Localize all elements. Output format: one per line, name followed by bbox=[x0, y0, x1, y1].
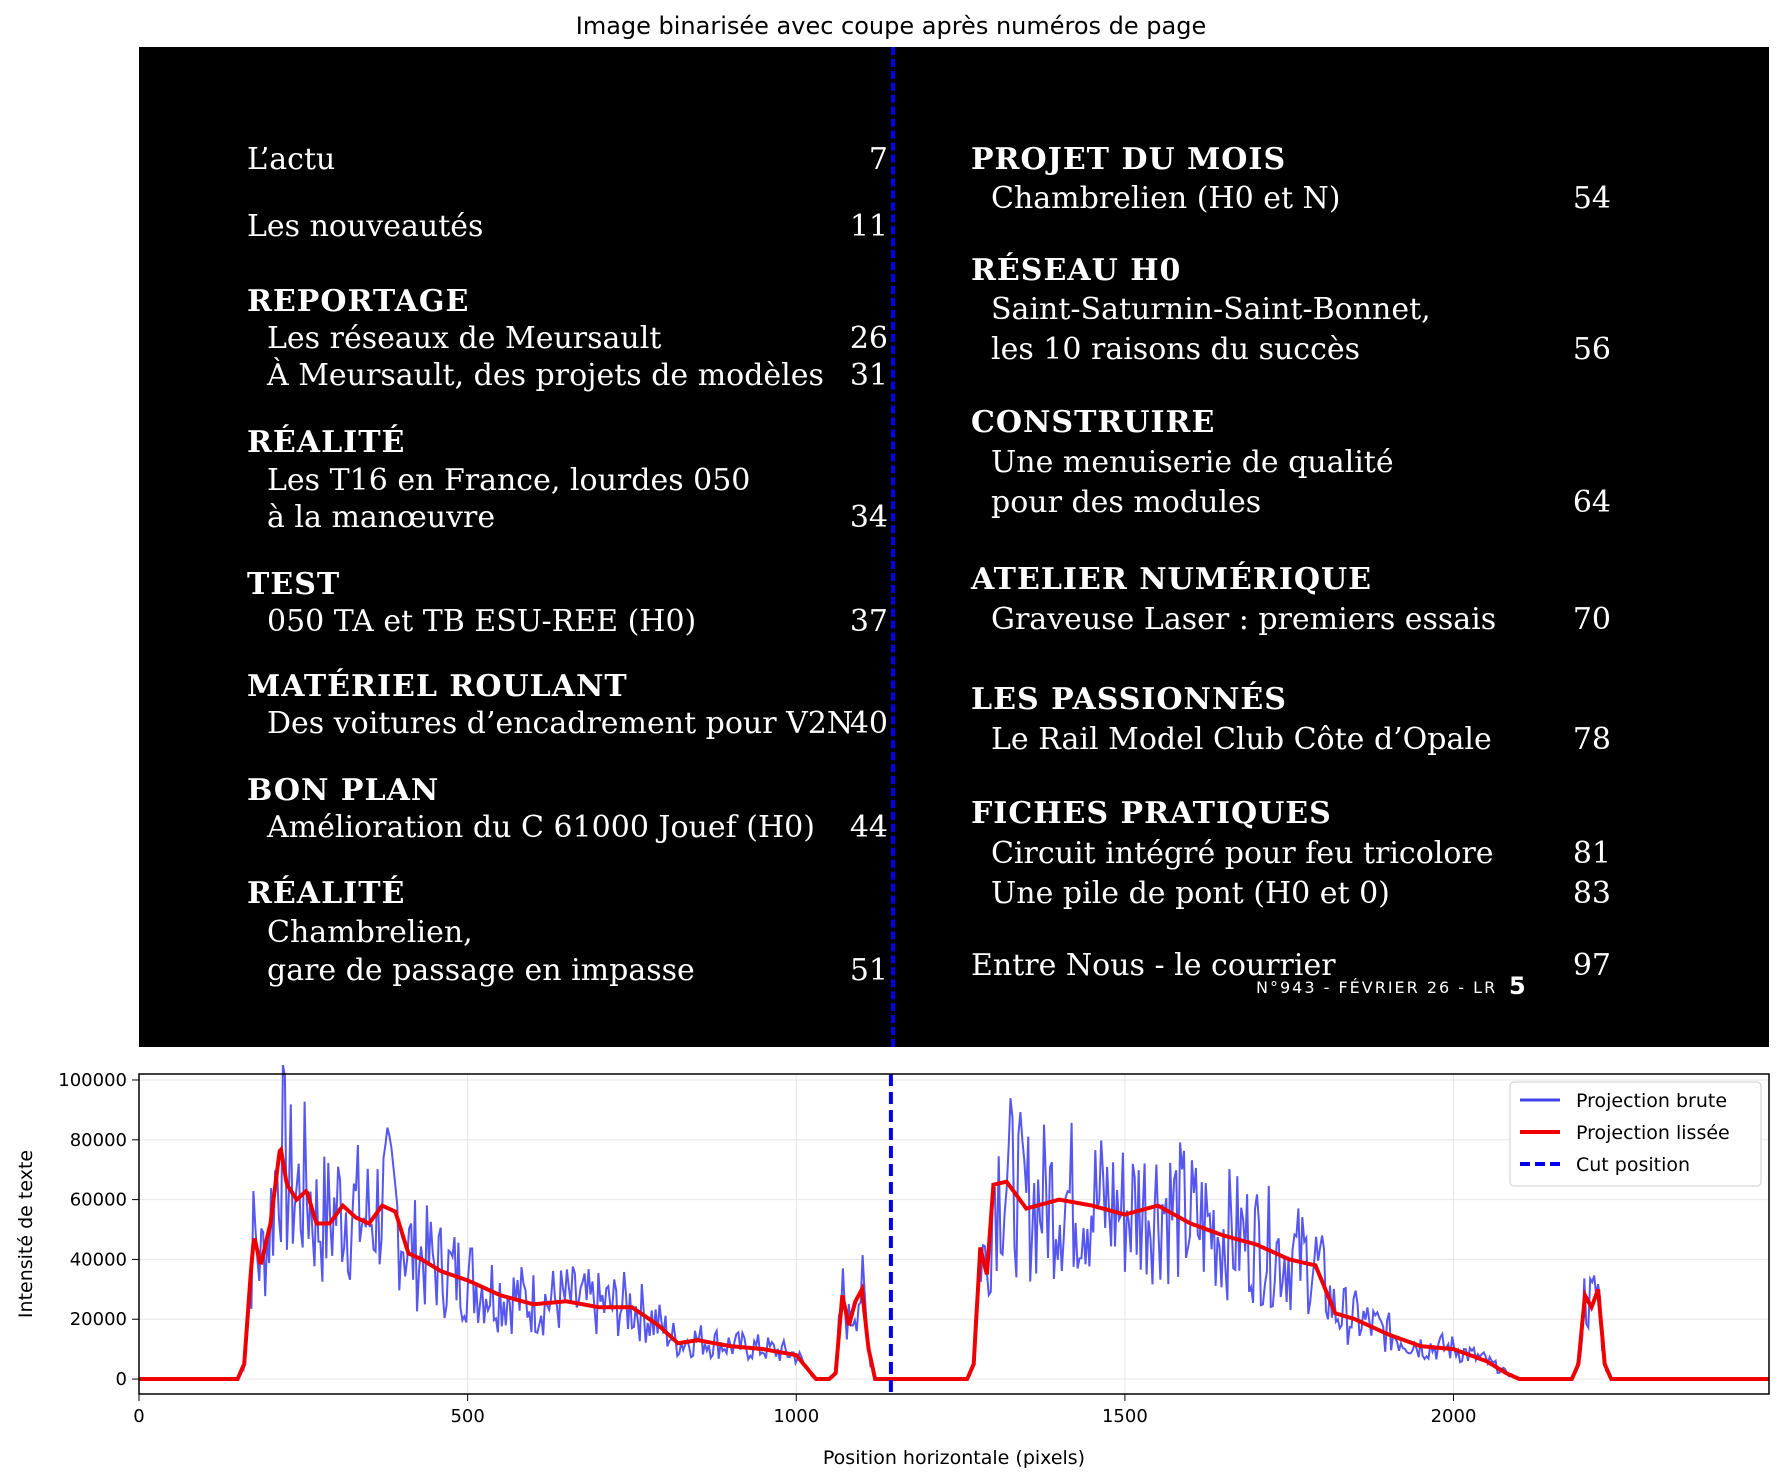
toc-entry: Une menuiserie de qualité bbox=[991, 445, 1394, 480]
y-tick-label: 80000 bbox=[70, 1130, 127, 1151]
chart-legend: Projection brute Projection lissée Cut p… bbox=[1509, 1081, 1762, 1187]
magazine-footer: N°943 - FÉVRIER 26 - LR bbox=[1256, 978, 1498, 997]
toc-entry: les 10 raisons du succès bbox=[991, 332, 1361, 367]
y-ticks: 0 20000 40000 60000 80000 100000 bbox=[58, 1070, 139, 1390]
y-tick-label: 100000 bbox=[58, 1070, 127, 1091]
x-tick-label: 0 bbox=[133, 1406, 144, 1427]
toc-page-number: 40 bbox=[849, 706, 888, 741]
x-tick-label: 1000 bbox=[773, 1406, 819, 1427]
toc-page-number: 70 bbox=[1572, 602, 1611, 637]
toc-page-number: 11 bbox=[849, 209, 888, 244]
legend-cut-label: Cut position bbox=[1576, 1154, 1690, 1176]
toc-section-heading: LES PASSIONNÉS bbox=[971, 682, 1287, 717]
toc-section-heading: REPORTAGE bbox=[247, 284, 470, 319]
toc-entry: à la manœuvre bbox=[267, 500, 496, 535]
toc-entry: Chambrelien (H0 et N) bbox=[991, 181, 1341, 216]
y-axis-label: Intensité de texte bbox=[15, 1150, 37, 1318]
smoothed-projection-line bbox=[139, 1145, 1769, 1381]
toc-entry: Les réseaux de Meursault bbox=[267, 321, 662, 356]
x-tick-label: 500 bbox=[450, 1406, 484, 1427]
y-tick-label: 60000 bbox=[70, 1190, 127, 1211]
toc-section-heading: RÉSEAU H0 bbox=[971, 253, 1182, 288]
toc-page-number: 54 bbox=[1572, 181, 1611, 216]
toc-page-number: 7 bbox=[868, 142, 888, 177]
legend-raw-label: Projection brute bbox=[1576, 1090, 1727, 1112]
magazine-page-number: 5 bbox=[1509, 972, 1526, 1000]
legend-box bbox=[1509, 1081, 1762, 1187]
toc-section-heading: BON PLAN bbox=[247, 773, 440, 808]
plot-frame bbox=[138, 1073, 1770, 1395]
toc-section-heading: CONSTRUIRE bbox=[971, 405, 1216, 440]
x-axis-label: Position horizontale (pixels) bbox=[823, 1447, 1085, 1469]
toc-entry: Chambrelien, bbox=[267, 915, 473, 950]
image-cut-line bbox=[891, 47, 895, 1047]
toc-section-heading: RÉALITÉ bbox=[247, 876, 406, 911]
toc-page-number: 31 bbox=[849, 358, 888, 393]
toc-section-heading: TEST bbox=[247, 567, 341, 602]
toc-entry: Les T16 en France, lourdes 050 bbox=[267, 463, 751, 498]
toc-section-heading: MATÉRIEL ROULANT bbox=[247, 669, 628, 704]
toc-entry: Circuit intégré pour feu tricolore bbox=[991, 836, 1494, 871]
toc-entry: Entre Nous - le courrier bbox=[971, 948, 1336, 983]
binarized-image: N°943 - FÉVRIER 26 - LR 5 L’actu 7 Les nou… bbox=[139, 47, 1769, 1047]
toc-entry: 050 TA et TB ESU-REE (H0) bbox=[267, 604, 697, 639]
y-tick-label: 20000 bbox=[70, 1309, 127, 1330]
toc-page-number: 37 bbox=[849, 604, 888, 639]
y-tick-label: 40000 bbox=[70, 1249, 127, 1270]
legend-smooth-label: Projection lissée bbox=[1576, 1122, 1730, 1144]
toc-entry: gare de passage en impasse bbox=[267, 953, 695, 988]
toc-entry: Les nouveautés bbox=[247, 209, 484, 244]
x-tick-label: 1500 bbox=[1102, 1406, 1148, 1427]
x-ticks: 0 500 1000 1500 2000 bbox=[133, 1394, 1476, 1427]
toc-section-heading: FICHES PRATIQUES bbox=[971, 796, 1332, 831]
toc-entry: Graveuse Laser : premiers essais bbox=[991, 602, 1497, 637]
toc-page-number: 56 bbox=[1572, 332, 1611, 367]
toc-page-number: 44 bbox=[849, 810, 888, 845]
toc-page-number: 64 bbox=[1572, 485, 1611, 520]
toc-section-heading: ATELIER NUMÉRIQUE bbox=[971, 562, 1372, 597]
toc-section-heading: RÉALITÉ bbox=[247, 425, 406, 460]
toc-page-number: 51 bbox=[849, 953, 888, 988]
y-tick-label: 0 bbox=[116, 1369, 127, 1390]
toc-entry: Le Rail Model Club Côte d’Opale bbox=[991, 722, 1492, 757]
toc-entry: L’actu bbox=[247, 142, 336, 177]
toc-page-number: 26 bbox=[849, 321, 888, 356]
toc-page-number: 78 bbox=[1572, 722, 1611, 757]
toc-page-number: 34 bbox=[849, 500, 888, 535]
x-tick-label: 2000 bbox=[1431, 1406, 1477, 1427]
toc-entry: pour des modules bbox=[991, 485, 1262, 520]
toc-entry: Amélioration du C 61000 Jouef (H0) bbox=[267, 810, 815, 845]
toc-page-number: 97 bbox=[1572, 948, 1611, 983]
toc-page-number: 81 bbox=[1572, 836, 1611, 871]
toc-page-number: 83 bbox=[1572, 876, 1611, 911]
toc-entry: Une pile de pont (H0 et 0) bbox=[991, 876, 1390, 911]
projection-chart: 0 500 1000 1500 2000 0 20000 40000 60000 80000 10… bbox=[15, 1064, 1770, 1469]
toc-entry: Des voitures d’encadrement pour V2N bbox=[267, 706, 854, 741]
toc-entry: Saint-Saturnin-Saint-Bonnet, bbox=[991, 292, 1431, 327]
figure-title: Image binarisée avec coupe après numéros… bbox=[575, 12, 1207, 40]
toc-section-heading: PROJET DU MOIS bbox=[971, 142, 1287, 177]
toc-entry: À Meursault, des projets de modèles bbox=[267, 358, 824, 393]
